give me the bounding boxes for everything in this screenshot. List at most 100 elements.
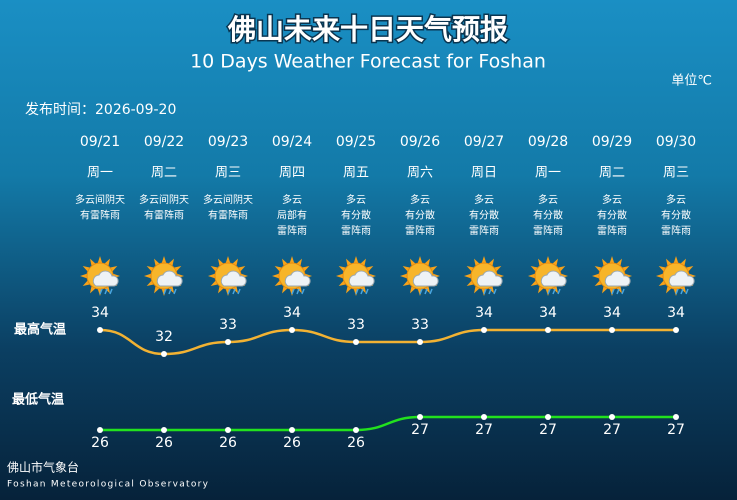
value-label: 34 [283, 305, 301, 321]
sun-ray [464, 273, 472, 279]
condition: 多云间阴天 [203, 193, 253, 206]
value-label: 26 [347, 435, 365, 451]
sun-ray [208, 273, 216, 279]
unit: 单位℃ [671, 74, 712, 89]
point [289, 427, 295, 433]
condition: 多云间阴天 [75, 193, 125, 206]
sun-ray [481, 256, 487, 264]
value-label: 26 [155, 435, 173, 451]
weekday: 周三 [663, 166, 689, 181]
sun-ray [144, 273, 152, 279]
value-label: 26 [91, 435, 109, 451]
value-label: 27 [603, 422, 621, 438]
sun-ray [592, 273, 600, 279]
weekday: 周六 [407, 166, 433, 181]
rain [291, 288, 305, 295]
value-label: 27 [667, 422, 685, 438]
value-label: 33 [411, 317, 429, 333]
value-label: 34 [667, 305, 685, 321]
point [417, 339, 423, 345]
weather-icon [144, 256, 184, 296]
value-label: 26 [219, 435, 237, 451]
value-label: 27 [411, 422, 429, 438]
sun-ray [656, 273, 664, 279]
condition: 有分散 [533, 209, 563, 222]
date: 09/25 [336, 134, 376, 150]
sun-ray [289, 256, 295, 264]
weather-icon [528, 256, 568, 296]
rain [483, 288, 497, 295]
point [97, 327, 103, 333]
date: 09/22 [144, 134, 184, 150]
footer: 佛山市气象台 [7, 460, 79, 475]
cloud [412, 270, 439, 287]
condition: 有分散 [341, 209, 371, 222]
rain [547, 288, 561, 295]
weekday: 周五 [343, 166, 369, 181]
weather-icon [464, 256, 504, 296]
sun-ray [400, 273, 408, 279]
condition: 雷阵雨 [469, 224, 499, 237]
rain [419, 288, 433, 295]
cloud [668, 270, 695, 287]
sun-ray [225, 256, 231, 264]
cloud [604, 270, 631, 287]
rain [227, 288, 241, 295]
legend-label: 最低气温 [12, 392, 64, 408]
value-label: 34 [475, 305, 493, 321]
rain [675, 288, 689, 295]
weather-icon [272, 256, 312, 296]
value-label: 34 [603, 305, 621, 321]
rain [163, 288, 177, 295]
condition: 有分散 [405, 209, 435, 222]
value-label: 33 [347, 317, 365, 333]
date: 09/28 [528, 134, 568, 150]
condition: 多云 [666, 193, 686, 206]
sun-ray [80, 273, 88, 279]
cloud [92, 270, 119, 287]
cloud [156, 270, 183, 287]
weekday: 周二 [599, 166, 625, 181]
condition: 雷阵雨 [277, 224, 307, 237]
point [609, 414, 615, 420]
point [481, 414, 487, 420]
date: 09/30 [656, 134, 696, 150]
point [545, 327, 551, 333]
publish-time: 发布时间：2026-09-20 [25, 102, 176, 118]
value-label: 26 [283, 435, 301, 451]
sun-ray [609, 256, 615, 264]
point [289, 327, 295, 333]
date: 09/27 [464, 134, 504, 150]
weather-icon [336, 256, 376, 296]
rain [99, 288, 113, 295]
value-label: 27 [475, 422, 493, 438]
condition: 有分散 [469, 209, 499, 222]
cloud [476, 270, 503, 287]
condition: 多云 [602, 193, 622, 206]
point [161, 351, 167, 357]
weather-icon [208, 256, 248, 296]
date: 09/29 [592, 134, 632, 150]
series-line [100, 415, 676, 432]
point [673, 327, 679, 333]
weekday: 周四 [279, 166, 305, 181]
condition: 多云间阴天 [139, 193, 189, 206]
cloud [348, 270, 375, 287]
date: 09/21 [80, 134, 120, 150]
point [673, 414, 679, 420]
value-label: 34 [91, 305, 109, 321]
weekday: 周一 [535, 166, 561, 181]
point [417, 414, 423, 420]
point [97, 427, 103, 433]
sun-ray [161, 256, 167, 264]
value-label: 34 [539, 305, 557, 321]
point [353, 339, 359, 345]
condition: 多云 [410, 193, 430, 206]
condition: 多云 [282, 193, 302, 206]
point [161, 427, 167, 433]
condition: 有分散 [597, 209, 627, 222]
weather-icon [400, 256, 440, 296]
cloud [220, 270, 247, 287]
condition: 局部有 [277, 209, 307, 222]
value-label: 33 [219, 317, 237, 333]
